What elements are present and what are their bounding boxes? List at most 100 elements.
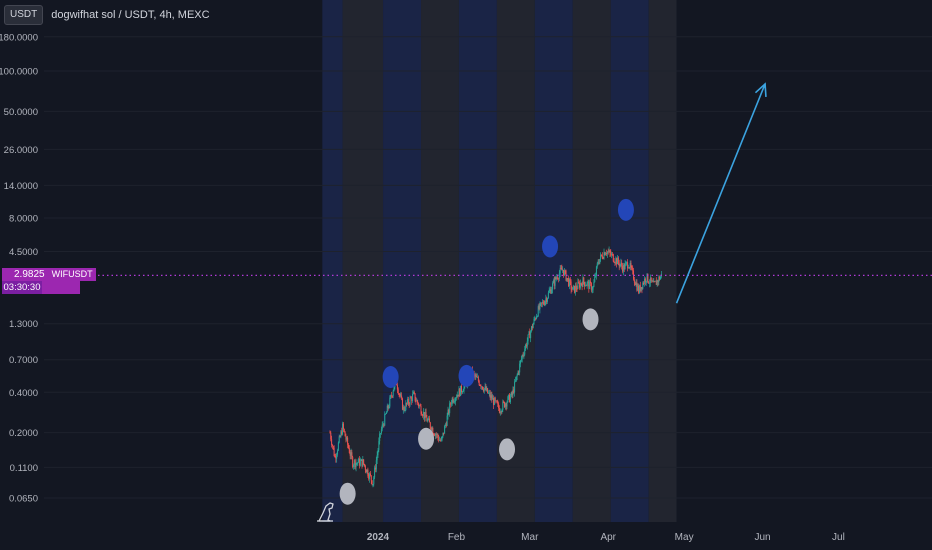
current-price-label: 2.9825 WIFUSDT 03:30:30 <box>2 268 96 295</box>
candle-body <box>350 452 352 456</box>
candle-body <box>652 280 654 283</box>
candle-body <box>338 436 340 443</box>
candle-body <box>355 462 357 468</box>
candle-body <box>381 424 383 430</box>
candle-body <box>621 262 623 267</box>
candle-body <box>537 306 539 317</box>
candle-body <box>511 392 513 396</box>
y-tick-label: 1.3000 <box>9 319 38 330</box>
candle-body <box>627 262 629 269</box>
candle-body <box>455 397 457 399</box>
candle-body <box>392 391 394 397</box>
candle-body <box>451 398 453 404</box>
price-axis[interactable]: 180.0000 100.0000 50.0000 26.0000 14.0000 8.0… <box>0 32 38 504</box>
candle-body <box>544 301 546 305</box>
candle-body <box>331 439 333 446</box>
time-axis[interactable]: 2024 Feb Mar Apr May Jun Jul <box>367 532 845 543</box>
symbol-title[interactable]: dogwifhat sol / USDT, 4h, MEXC <box>51 9 210 21</box>
candle-body <box>370 475 372 481</box>
candle-body <box>428 418 430 420</box>
candle-body <box>509 394 511 403</box>
candle-body <box>660 276 662 280</box>
candle-body <box>590 283 592 291</box>
candle-body <box>493 397 495 405</box>
candle-body <box>380 429 382 434</box>
candle-body <box>651 280 653 282</box>
candle-body <box>617 257 619 265</box>
candle-body <box>622 265 624 272</box>
candle-body <box>476 375 478 378</box>
y-tick-label: 0.7000 <box>9 355 38 366</box>
blue-signal-marker <box>382 366 399 389</box>
candle-body <box>626 262 628 264</box>
candle-body <box>442 432 444 437</box>
candle-body <box>570 281 572 290</box>
candle-body <box>422 415 424 417</box>
projection-arrow <box>675 82 767 304</box>
candle-body <box>460 385 462 393</box>
candle-body <box>385 412 387 414</box>
candle-body <box>347 437 349 445</box>
candle-body <box>389 397 391 407</box>
candle-body <box>573 285 575 288</box>
candle-body <box>594 276 596 283</box>
candle-body <box>536 316 538 319</box>
candle-body <box>500 411 502 413</box>
candle-body <box>590 281 592 284</box>
candle-body <box>568 279 570 287</box>
candle-body <box>577 282 579 289</box>
candle-body <box>504 402 505 408</box>
candle-body <box>514 381 516 393</box>
candle-body <box>603 252 605 259</box>
candle-body <box>613 261 615 263</box>
candle-body <box>629 263 631 268</box>
candle-body <box>486 388 488 391</box>
candle-body <box>479 385 481 386</box>
candle-body <box>410 397 412 399</box>
candle-body <box>525 344 527 350</box>
candle-body <box>462 390 464 392</box>
candle-body <box>587 281 589 283</box>
highlight-band <box>648 0 677 522</box>
candle-body <box>482 389 484 392</box>
candle-body <box>418 405 420 407</box>
candle-body <box>655 280 657 285</box>
candle-body <box>520 360 522 364</box>
candle-body <box>417 400 419 404</box>
x-tick-label: Apr <box>600 532 616 543</box>
candle-body <box>631 267 633 269</box>
y-tick-label: 180.0000 <box>0 32 38 43</box>
candle-body <box>484 386 486 389</box>
candle-body <box>436 434 438 436</box>
candle-body <box>644 278 646 283</box>
candle-body <box>487 392 489 394</box>
candle-body <box>457 394 459 397</box>
candle-body <box>331 445 333 446</box>
candle-body <box>641 287 643 289</box>
candle-body <box>533 318 535 324</box>
candle-body <box>344 431 346 437</box>
candle-body <box>615 258 617 263</box>
candle-body <box>527 334 529 342</box>
candle-body <box>372 484 374 486</box>
candle-body <box>361 459 363 467</box>
candle-body <box>545 298 547 302</box>
candle-body <box>648 281 650 284</box>
candle-body <box>642 282 644 289</box>
currency-button[interactable]: USDT <box>4 5 44 25</box>
candle-body <box>514 380 516 382</box>
candle-body <box>377 449 379 456</box>
candle-body <box>625 262 627 264</box>
candle-body <box>354 460 356 468</box>
highlight-band <box>342 0 384 522</box>
candle-body <box>593 282 595 287</box>
candle-body <box>374 467 376 470</box>
candle-body <box>507 396 509 403</box>
candle-body <box>632 268 634 271</box>
tradingview-logo-icon[interactable] <box>317 502 334 522</box>
candle-body <box>627 267 629 269</box>
candle-body <box>405 402 407 410</box>
candle-body <box>360 459 362 461</box>
candle-body <box>419 405 421 407</box>
